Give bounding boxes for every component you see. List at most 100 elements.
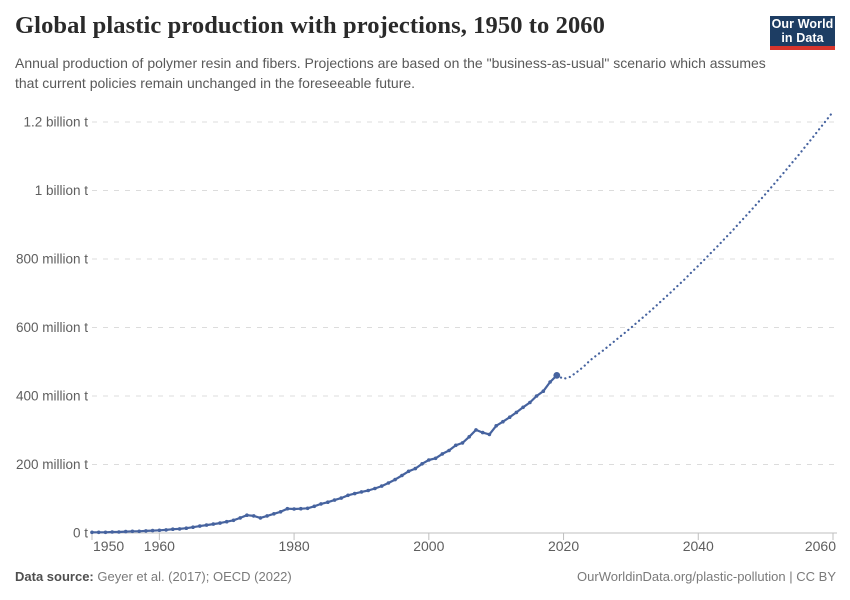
data-point: [224, 519, 229, 524]
data-point: [393, 477, 397, 482]
data-source: Data source: Geyer et al. (2017); OECD (…: [15, 569, 292, 584]
data-point: [413, 466, 418, 471]
x-axis-label: 2040: [683, 538, 714, 554]
data-point: [319, 502, 323, 506]
data-point: [150, 528, 155, 533]
data-point: [514, 410, 519, 415]
data-point: [332, 498, 337, 502]
data-point: [198, 524, 202, 528]
owid-logo[interactable]: Our World in Data: [770, 16, 835, 50]
data-point: [433, 456, 438, 461]
data-point: [528, 400, 532, 405]
data-point: [278, 510, 283, 514]
owid-link[interactable]: OurWorldinData.org/plastic-pollution: [577, 569, 786, 584]
data-point: [218, 521, 222, 525]
data-point: [144, 529, 148, 533]
y-axis-label: 0 t: [73, 526, 88, 541]
data-point: [501, 419, 505, 424]
y-axis-label: 800 million t: [16, 251, 88, 266]
data-point: [373, 486, 377, 491]
data-point: [379, 484, 384, 488]
data-point: [480, 430, 485, 435]
data-point: [110, 530, 114, 534]
data-point: [292, 507, 296, 511]
data-point: [352, 491, 357, 496]
y-axis-label: 1.2 billion t: [23, 114, 88, 129]
data-point: [534, 394, 539, 398]
data-point: [541, 389, 546, 394]
data-point: [447, 448, 451, 453]
chart-footer: Data source: Geyer et al. (2017); OECD (…: [15, 569, 836, 584]
x-axis-label: 2000: [413, 538, 444, 554]
credit: OurWorldinData.org/plastic-pollution | C…: [577, 569, 836, 584]
data-point: [171, 527, 175, 531]
data-point: [177, 527, 182, 531]
data-point: [507, 415, 512, 420]
data-point: [305, 506, 310, 511]
owid-logo-line2: in Data: [781, 31, 824, 45]
data-point: [359, 490, 364, 494]
data-point: [157, 528, 162, 533]
projection-line: [555, 110, 835, 381]
data-point: [521, 405, 525, 410]
y-axis-label: 200 million t: [16, 457, 88, 472]
data-point: [494, 424, 499, 428]
data-point: [258, 516, 263, 520]
x-axis-label: 1960: [144, 538, 175, 554]
data-point: [211, 522, 216, 526]
data-point: [386, 481, 391, 485]
data-point: [312, 504, 317, 509]
data-source-value: Geyer et al. (2017); OECD (2022): [97, 569, 292, 584]
page-title: Global plastic production with projectio…: [15, 12, 606, 39]
data-source-label: Data source:: [15, 569, 94, 584]
data-point: [96, 530, 101, 535]
data-point: [90, 530, 94, 535]
data-point: [454, 443, 458, 448]
data-point: [123, 529, 128, 534]
license-label: CC BY: [796, 569, 836, 584]
data-point: [366, 488, 371, 493]
data-point: [548, 380, 552, 384]
data-point: [285, 506, 290, 511]
owid-logo-line1: Our World: [771, 16, 834, 31]
data-point: [231, 518, 236, 523]
data-point: [191, 525, 195, 529]
y-axis-label: 400 million t: [16, 388, 88, 403]
data-point: [130, 529, 135, 534]
data-point: [420, 462, 424, 466]
data-point: [265, 514, 269, 518]
data-point: [103, 530, 108, 535]
data-point: [326, 500, 330, 505]
data-point: [474, 428, 478, 432]
data-point: [487, 432, 492, 437]
data-point: [400, 473, 404, 478]
data-point: [346, 493, 350, 498]
data-point: [460, 441, 465, 445]
y-axis-label: 600 million t: [16, 320, 88, 335]
data-point: [238, 516, 242, 520]
y-axis-label: 1 billion t: [35, 183, 89, 198]
chart-subtitle: Annual production of polymer resin and f…: [15, 55, 766, 91]
data-point: [184, 526, 189, 530]
data-point: [299, 506, 303, 511]
data-point: [204, 523, 209, 527]
data-point: [117, 530, 121, 534]
data-point: [272, 512, 276, 516]
x-axis-label: 2060: [805, 538, 836, 554]
data-point: [137, 529, 141, 534]
data-point: [164, 528, 168, 532]
data-point: [427, 458, 431, 462]
x-axis-label: 2020: [548, 538, 579, 554]
data-point: [245, 513, 249, 517]
x-axis-label: 1980: [279, 538, 310, 554]
data-point: [467, 435, 472, 439]
data-point: [339, 496, 344, 500]
license-separator: |: [789, 569, 793, 584]
x-axis-label: 1950: [93, 538, 124, 554]
data-point: [251, 514, 256, 518]
data-point: [440, 452, 445, 456]
historical-line: [90, 374, 558, 534]
data-point: [406, 469, 411, 474]
